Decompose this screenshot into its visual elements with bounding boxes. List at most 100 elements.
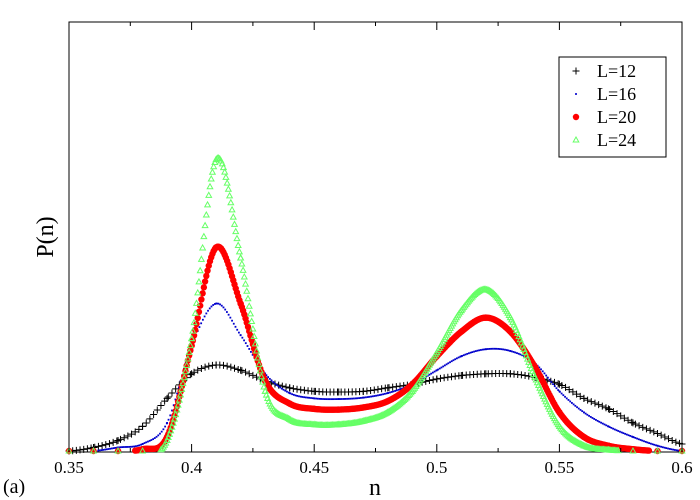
data-point bbox=[237, 366, 245, 374]
data-point bbox=[384, 397, 391, 405]
legend-label: L=16 bbox=[597, 84, 636, 104]
x-tick-label: 0.4 bbox=[181, 458, 203, 477]
data-point bbox=[215, 302, 218, 305]
data-point bbox=[583, 411, 585, 414]
data-point bbox=[313, 397, 316, 400]
data-point bbox=[555, 422, 564, 429]
data-point bbox=[335, 388, 343, 396]
data-point bbox=[506, 313, 515, 321]
data-point bbox=[163, 394, 171, 402]
legend-marker bbox=[572, 135, 580, 143]
data-point bbox=[580, 394, 588, 402]
data-point bbox=[310, 387, 318, 395]
data-point bbox=[484, 348, 487, 351]
legend-label: L=20 bbox=[597, 107, 636, 127]
data-point bbox=[607, 425, 610, 428]
data-point bbox=[166, 422, 168, 424]
data-point bbox=[509, 350, 512, 352]
x-axis-label: n bbox=[369, 475, 381, 500]
data-point bbox=[286, 400, 293, 407]
data-point bbox=[433, 348, 441, 356]
data-point bbox=[261, 387, 269, 394]
data-point bbox=[629, 446, 637, 454]
legend-label: L=12 bbox=[597, 61, 636, 81]
legend-entry: L=16 bbox=[575, 84, 636, 104]
x-tick-label: 0.5 bbox=[426, 458, 447, 477]
data-point bbox=[139, 422, 147, 430]
data-point bbox=[482, 314, 490, 321]
legend-marker bbox=[572, 67, 580, 75]
data-point bbox=[457, 372, 465, 380]
y-axis-label: P(n) bbox=[33, 216, 59, 257]
data-point bbox=[310, 420, 318, 428]
data-point bbox=[89, 446, 98, 454]
data-point bbox=[141, 443, 144, 445]
data-point bbox=[556, 409, 563, 416]
data-point bbox=[386, 392, 389, 394]
data-point bbox=[261, 377, 269, 384]
legend-marker bbox=[572, 113, 580, 121]
panel-label: (a) bbox=[3, 476, 25, 498]
data-point bbox=[288, 392, 291, 394]
legend-entry: L=20 bbox=[572, 107, 636, 127]
data-point bbox=[286, 415, 294, 422]
data-point bbox=[212, 361, 220, 369]
data-point bbox=[360, 404, 367, 411]
data-point bbox=[362, 396, 365, 399]
data-point bbox=[460, 355, 463, 358]
data-point bbox=[555, 380, 563, 388]
data-point bbox=[435, 369, 438, 372]
data-point bbox=[653, 429, 661, 437]
data-point bbox=[653, 446, 662, 454]
data-point bbox=[604, 405, 612, 413]
data-point bbox=[558, 390, 561, 393]
legend-entry: L=12 bbox=[572, 61, 636, 81]
data-point bbox=[433, 375, 441, 383]
data-point bbox=[656, 444, 659, 447]
data-point bbox=[335, 406, 342, 413]
series-l-20 bbox=[65, 243, 686, 455]
data-point bbox=[188, 370, 196, 378]
x-tick-label: 0.55 bbox=[545, 458, 575, 477]
data-point bbox=[237, 300, 244, 307]
data-point bbox=[482, 285, 490, 293]
data-point bbox=[236, 253, 245, 261]
data-point bbox=[187, 334, 196, 342]
data-point bbox=[114, 436, 122, 444]
series-l-24 bbox=[65, 154, 686, 454]
data-point bbox=[163, 436, 171, 443]
data-point bbox=[114, 446, 122, 454]
data-point bbox=[65, 446, 73, 454]
data-point bbox=[678, 446, 686, 454]
data-point bbox=[359, 387, 367, 395]
data-point bbox=[359, 417, 367, 424]
legend: L=12 L=16 L=20 L=24 bbox=[558, 56, 667, 158]
legend-label: L=24 bbox=[597, 130, 636, 150]
legend-marker bbox=[575, 93, 577, 95]
data-point bbox=[506, 370, 514, 378]
data-point bbox=[384, 384, 392, 392]
x-tick-label: 0.45 bbox=[299, 458, 329, 477]
x-tick-label: 0.6 bbox=[671, 458, 692, 477]
data-point bbox=[335, 420, 343, 428]
data-point bbox=[604, 445, 613, 453]
data-point bbox=[458, 328, 465, 335]
data-point bbox=[580, 441, 588, 449]
data-point bbox=[212, 244, 220, 251]
data-point bbox=[311, 405, 318, 413]
data-point bbox=[632, 436, 634, 438]
series-l-16 bbox=[68, 302, 683, 452]
data-point bbox=[580, 433, 588, 441]
data-point bbox=[212, 155, 220, 163]
data-point bbox=[629, 419, 637, 427]
x-tick-label: 0.35 bbox=[54, 458, 84, 477]
data-point bbox=[531, 373, 539, 380]
legend-box bbox=[558, 56, 667, 158]
data-point bbox=[408, 387, 416, 394]
data-point bbox=[337, 398, 340, 400]
data-point bbox=[138, 446, 147, 454]
data-point bbox=[384, 408, 392, 415]
data-point bbox=[286, 384, 294, 392]
data-point bbox=[239, 334, 242, 337]
